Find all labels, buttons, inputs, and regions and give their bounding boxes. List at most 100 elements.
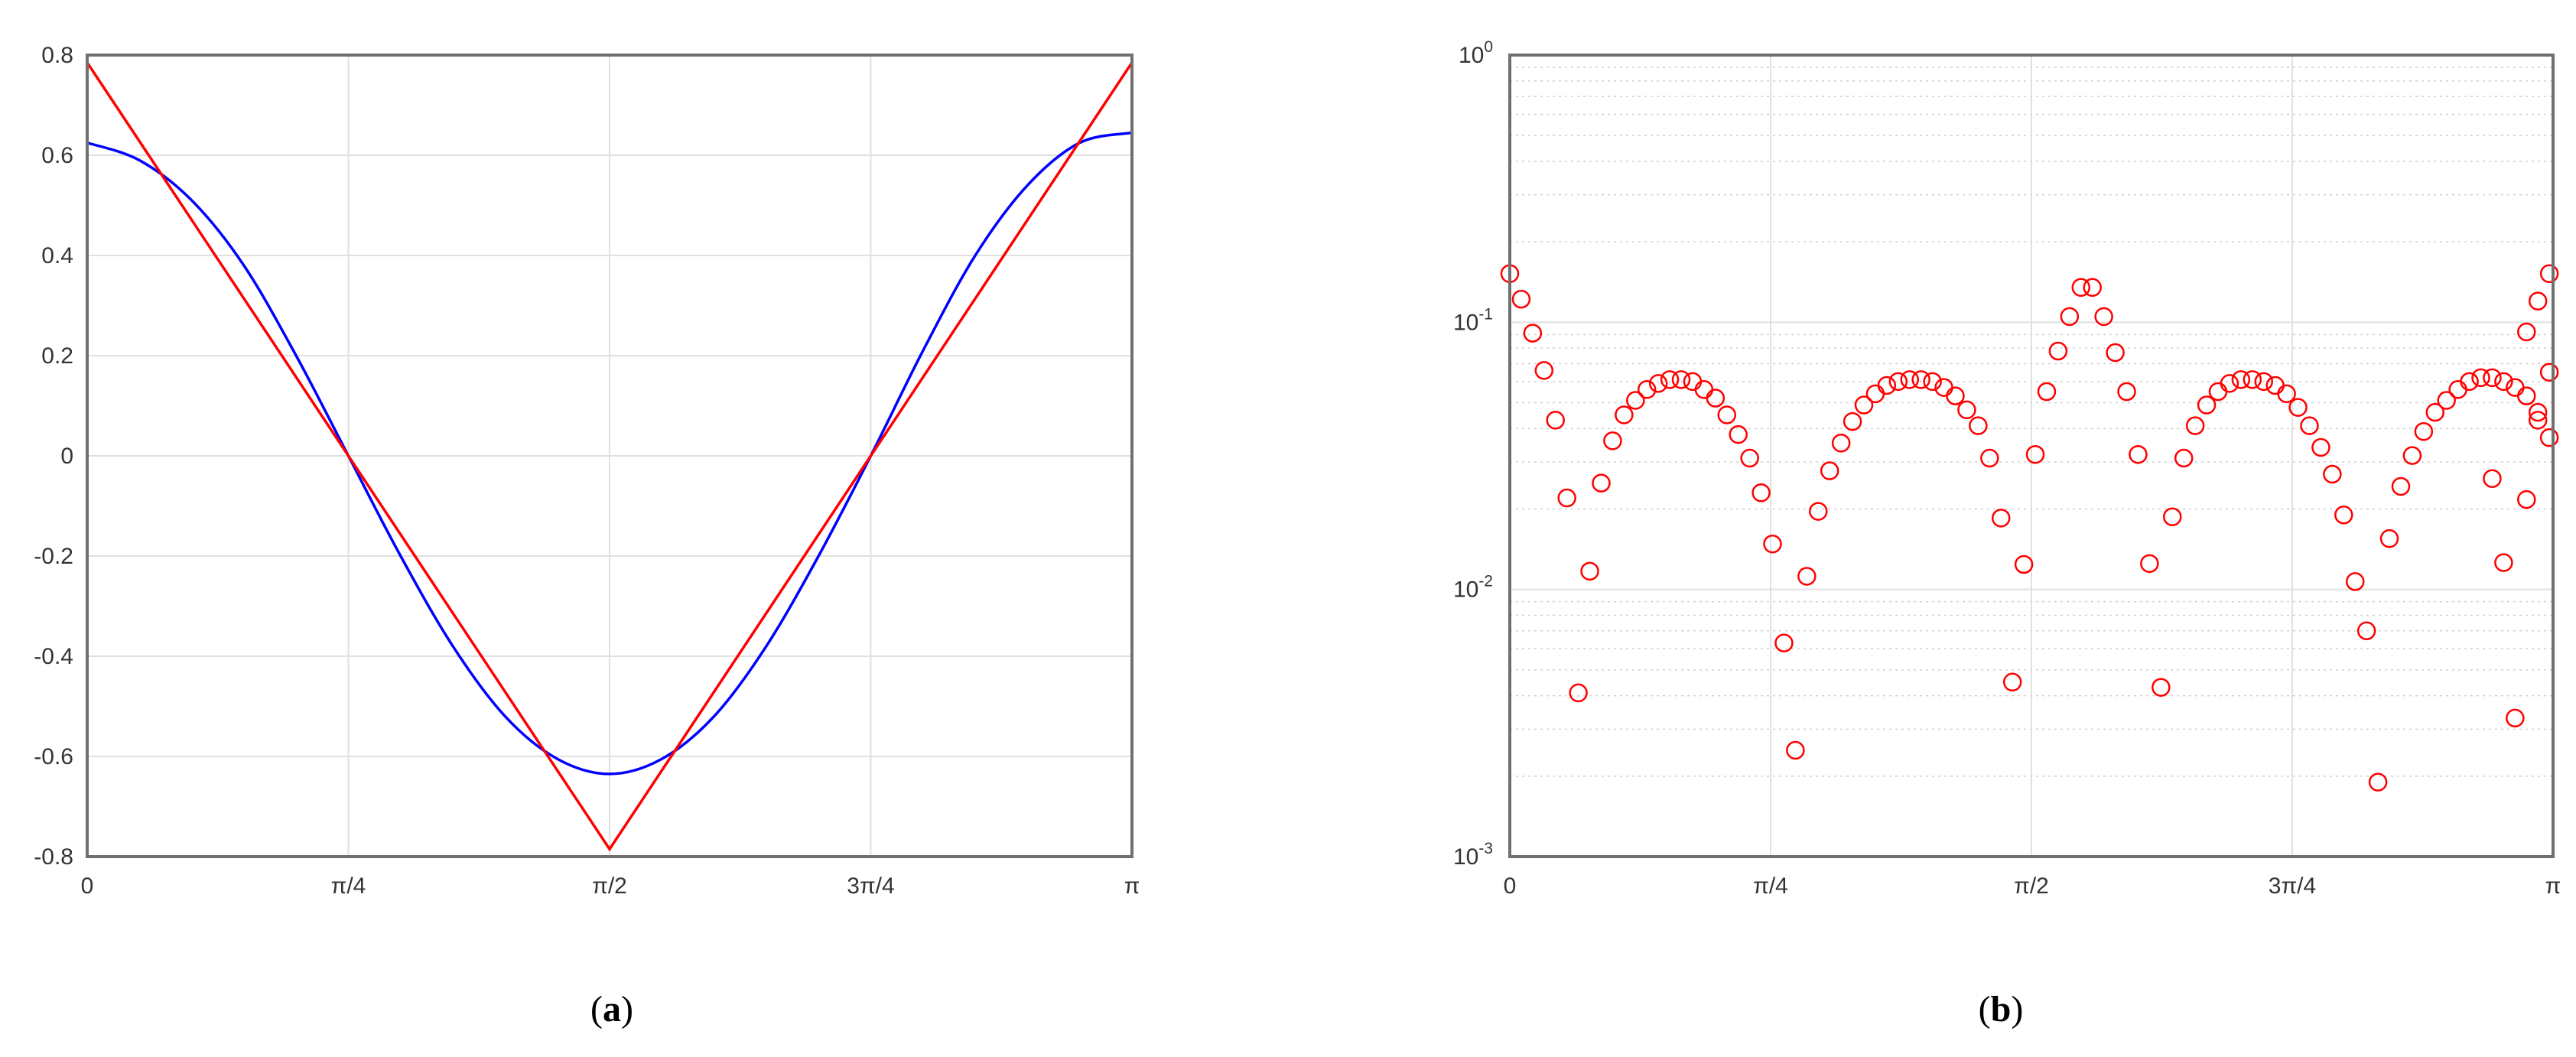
panel-b-x-tick-label: π/4 — [1753, 873, 1788, 899]
panel-b-point — [2265, 376, 2285, 395]
panel-b-point — [1831, 434, 1851, 453]
panel-b-point — [1671, 370, 1691, 389]
panel-a-y-tick-label: -0.8 — [34, 844, 73, 870]
panel-b-point — [2539, 363, 2559, 382]
panel-b-point — [2163, 507, 2182, 526]
panel-b-point — [1580, 561, 1599, 581]
panel-b-point — [2448, 380, 2467, 399]
panel-b-point — [2345, 572, 2365, 591]
panel-b-point — [2152, 678, 2171, 697]
panel-b-point — [2220, 374, 2239, 393]
panel-a-y-tick-label: 0.8 — [41, 43, 73, 68]
panel-b-point — [2208, 382, 2228, 402]
panel-b-point — [2506, 708, 2525, 728]
panel-a-x-tick-label: π/2 — [592, 873, 627, 899]
panel-b-point — [2483, 469, 2502, 488]
panel-b-point — [1557, 488, 1576, 508]
panel-b-point — [2494, 553, 2513, 572]
panel-a-y-tick-label: -0.4 — [34, 644, 73, 669]
panel-b-x-tick-label: 0 — [1504, 873, 1517, 899]
panel-b-point — [1615, 405, 1634, 424]
panel-b-point — [2356, 621, 2376, 641]
panel-b-point — [1694, 380, 1714, 399]
panel-b-point — [1888, 372, 1908, 392]
panel-b-point — [1546, 411, 1565, 430]
panel-b-point — [1637, 380, 1657, 399]
panel-b-point — [1648, 374, 1668, 393]
panel-b-point — [1729, 424, 1748, 444]
panel-b-point — [2002, 672, 2022, 692]
panel-a-y-ticks: 0.8 0.6 0.4 0.2 0 -0.2 -0.4 -0.6 -0.8 — [34, 43, 73, 870]
panel-a-x-tick-label: 0 — [81, 873, 94, 899]
panel-b-point — [1854, 395, 1874, 415]
panel-b-point — [1969, 416, 1988, 435]
panel-b-y-tick-label: 10-2 — [1453, 573, 1493, 603]
panel-b-point — [2414, 421, 2434, 441]
panel-b-point — [2071, 278, 2091, 298]
panel-b-point — [2129, 444, 2148, 464]
panel-b-point — [1877, 376, 1897, 395]
panel-b-point — [1660, 370, 1680, 389]
panel-b-point — [2288, 398, 2308, 417]
panel-b-point — [1626, 391, 1645, 410]
panel-b-point — [2334, 506, 2353, 525]
panel-b-caption: (b) — [1979, 989, 2024, 1029]
panel-b-point — [1991, 509, 2011, 528]
panel-b: 0 π/4 π/2 3π/4 π 100 10-1 10-2 10-3 (b) — [1453, 38, 2561, 1029]
panel-b-point — [1592, 473, 1611, 493]
panel-b-point — [2323, 464, 2342, 484]
panel-b-point — [1900, 370, 1919, 389]
panel-b-point — [2254, 372, 2274, 392]
panel-a-series-line-1 — [86, 131, 1133, 776]
panel-a: 0 π/4 π/2 3π/4 π 0.8 0.6 0.4 0.2 0 -0.2 -0.4 -0.6 -0… — [34, 43, 1140, 1029]
panel-b-series — [1500, 264, 2559, 792]
panel-b-point — [2197, 395, 2217, 415]
panel-b-point — [1763, 534, 1782, 554]
panel-b-point — [1511, 289, 1531, 309]
panel-b-point — [2083, 278, 2102, 298]
panel-a-y-tick-label: 0.2 — [41, 343, 73, 369]
panel-b-point — [2437, 391, 2456, 410]
panel-a-y-tick-label: -0.2 — [34, 544, 73, 569]
panel-b-grid — [1509, 54, 2554, 857]
panel-b-point — [2140, 554, 2159, 574]
panel-b-point — [1523, 324, 1543, 343]
panel-a-y-tick-label: 0.6 — [41, 143, 73, 168]
panel-b-x-tick-label: π — [2545, 873, 2561, 899]
panel-b-point — [1980, 448, 1999, 468]
panel-b-point — [2025, 444, 2045, 464]
panel-a-x-tick-label: π — [1124, 873, 1140, 899]
panel-b-point — [2037, 382, 2057, 402]
panel-b-point — [1865, 384, 1885, 404]
panel-b-point — [1820, 461, 1839, 480]
panel-a-axes-box — [86, 54, 1134, 858]
panel-b-point — [2368, 772, 2388, 792]
panel-b-point — [2402, 446, 2422, 465]
panel-b-point — [2185, 416, 2205, 435]
panel-b-x-tick-label: π/2 — [2014, 873, 2049, 899]
panel-b-y-tick-label: 10-1 — [1453, 305, 1493, 335]
panel-b-point — [2231, 370, 2251, 389]
panel-b-point — [1797, 567, 1817, 586]
panel-b-point — [2014, 555, 2034, 574]
panel-a-x-tick-label: 3π/4 — [847, 873, 894, 899]
panel-b-point — [1751, 483, 1771, 502]
panel-b-point — [2311, 437, 2330, 457]
panel-b-point — [1706, 389, 1725, 408]
panel-b-y-tick-label: 10-3 — [1453, 840, 1493, 870]
panel-b-point — [2528, 411, 2548, 430]
panel-a-y-tick-label: 0 — [60, 444, 73, 469]
panel-b-point — [1923, 372, 1942, 392]
panel-b-point — [2379, 528, 2399, 548]
panel-b-point — [2425, 402, 2445, 422]
panel-b-point — [1809, 502, 1828, 521]
panel-b-point — [2460, 372, 2479, 392]
panel-b-point — [2277, 384, 2296, 404]
panel-b-point — [1957, 400, 1976, 420]
panel-b-y-tick-label: 100 — [1459, 38, 1493, 68]
panel-b-point — [1774, 633, 1794, 653]
panel-b-point — [1569, 683, 1588, 703]
panel-b-point — [2539, 264, 2559, 284]
panel-b-point — [2517, 386, 2536, 405]
